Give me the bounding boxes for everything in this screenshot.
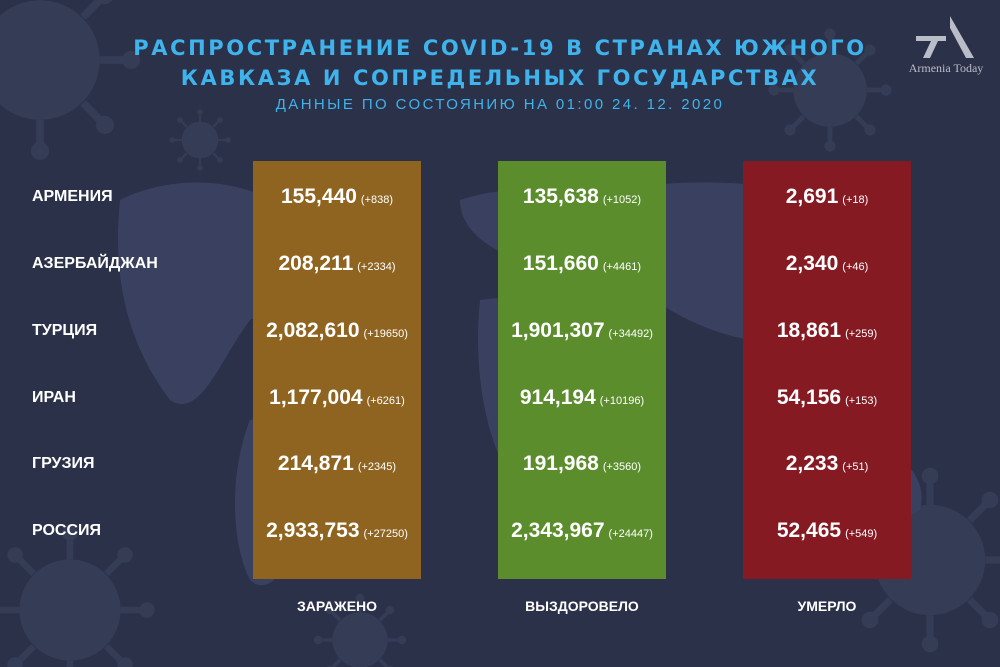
chart-title-line-2: КАВКАЗА И СОПРЕДЕЛЬНЫХ ГОСУДАРСТВАХ (180, 66, 820, 90)
infected-cell: 155,440 (+838) (243, 184, 431, 210)
recovered-delta: (+24447) (608, 528, 653, 540)
infected-column-band (253, 161, 421, 579)
infected-cell: 2,082,610 (+19650) (243, 318, 431, 344)
infected-cell: 2,933,753 (+27250) (243, 518, 431, 544)
deaths-cell: 18,861 (+259) (733, 318, 921, 344)
recovered-delta: (+10196) (599, 395, 645, 407)
logo-text: Armenia Today (908, 61, 984, 75)
deaths-value: 54,156 (776, 386, 842, 409)
deaths-value: 52,465 (776, 519, 842, 542)
infected-delta: (+2334) (357, 261, 396, 273)
infected-delta: (+2345) (357, 461, 397, 473)
country-label: ТУРЦИЯ (32, 322, 98, 339)
recovered-cell: 151,660 (+4461) (488, 251, 676, 277)
infected-cell: 214,871 (+2345) (243, 451, 431, 477)
recovered-cell: 914,194 (+10196) (488, 385, 676, 411)
deaths-column-band (743, 161, 911, 579)
deaths-delta: (+549) (845, 528, 878, 540)
deaths-value: 2,691 (785, 185, 839, 208)
armenia-today-logo-icon (916, 16, 974, 58)
infected-value: 2,082,610 (266, 319, 360, 342)
infected-cell: 208,211 (+2334) (243, 251, 431, 277)
recovered-delta: (+3560) (602, 461, 642, 473)
recovered-delta: (+4461) (602, 261, 642, 273)
country-label: АРМЕНИЯ (32, 188, 113, 205)
recovered-cell: 135,638 (+1052) (488, 184, 676, 210)
infected-delta: (+6261) (366, 395, 405, 407)
infected-delta: (+838) (360, 194, 394, 206)
recovered-cell: 2,343,967 (+24447) (488, 518, 676, 544)
column-header-infected: ЗАРАЖЕНО (296, 598, 378, 614)
recovered-cell: 191,968 (+3560) (488, 451, 676, 477)
deaths-cell: 2,233 (+51) (733, 451, 921, 477)
deaths-value: 18,861 (776, 319, 842, 342)
recovered-value: 151,660 (522, 252, 599, 275)
chart-title-line-1: РАСПРОСТРАНЕНИЕ COVID-19 В СТРАНАХ ЮЖНОГ… (133, 36, 867, 60)
deaths-delta: (+51) (842, 461, 869, 473)
country-label: АЗЕРБАЙДЖАН (32, 255, 158, 272)
infected-delta: (+27250) (363, 528, 408, 540)
infected-value: 2,933,753 (266, 519, 360, 542)
deaths-cell: 52,465 (+549) (733, 518, 921, 544)
deaths-delta: (+259) (845, 328, 878, 340)
infected-cell: 1,177,004 (+6261) (243, 385, 431, 411)
recovered-value: 1,901,307 (511, 319, 605, 342)
deaths-delta: (+153) (845, 395, 878, 407)
recovered-value: 191,968 (522, 452, 599, 475)
column-header-deaths: УМЕРЛО (797, 598, 857, 614)
deaths-value: 2,233 (785, 452, 839, 475)
deaths-value: 2,340 (785, 252, 839, 275)
recovered-value: 2,343,967 (511, 519, 605, 542)
country-label: РОССИЯ (32, 522, 102, 539)
recovered-value: 135,638 (522, 185, 599, 208)
country-label: ГРУЗИЯ (32, 455, 95, 472)
recovered-delta: (+34492) (608, 328, 653, 340)
recovered-cell: 1,901,307 (+34492) (488, 318, 676, 344)
infected-value: 1,177,004 (269, 386, 363, 409)
infected-value: 214,871 (277, 452, 354, 475)
country-label: ИРАН (32, 389, 76, 406)
armenia-today-logo: Armenia Today (898, 14, 994, 80)
column-header-recovered: ВЫЗДОРОВЕЛО (525, 598, 639, 614)
deaths-cell: 54,156 (+153) (733, 385, 921, 411)
deaths-cell: 2,340 (+46) (733, 251, 921, 277)
deaths-delta: (+46) (842, 261, 869, 273)
deaths-delta: (+18) (842, 194, 869, 206)
recovered-value: 914,194 (519, 386, 596, 409)
infected-value: 208,211 (278, 252, 354, 275)
recovered-column-band (498, 161, 666, 579)
chart-subtitle: ДАННЫЕ ПО СОСТОЯНИЮ НА 01:00 24. 12. 202… (275, 96, 725, 113)
infected-value: 155,440 (280, 185, 357, 208)
recovered-delta: (+1052) (602, 194, 642, 206)
deaths-cell: 2,691 (+18) (733, 184, 921, 210)
infected-delta: (+19650) (363, 328, 408, 340)
